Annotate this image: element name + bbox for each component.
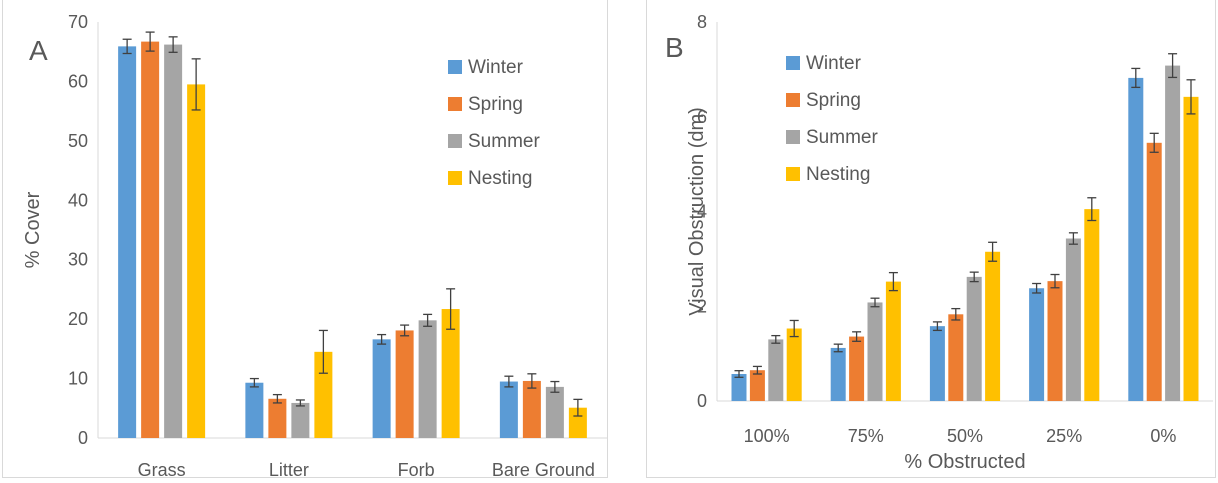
x-tick-label: Grass	[138, 460, 186, 478]
panel-label: B	[665, 32, 684, 63]
legend-swatch-summer	[786, 130, 800, 144]
bar-winter	[372, 339, 391, 438]
x-tick-label: 0%	[1150, 426, 1176, 446]
bar-spring	[1146, 142, 1162, 401]
bar-nesting	[985, 251, 1001, 401]
bar-nesting	[187, 84, 206, 439]
panel-label: A	[29, 35, 48, 66]
bar-winter	[830, 347, 846, 401]
y-axis-label: Visual Obstruction (dm)	[686, 107, 708, 316]
y-tick-label: 50	[68, 131, 88, 151]
legend-swatch-nesting	[786, 167, 800, 181]
y-tick-label: 20	[68, 309, 88, 329]
bar-nesting	[568, 407, 587, 438]
x-tick-label: Bare Ground	[492, 460, 595, 478]
x-tick-label: Litter	[269, 460, 309, 478]
legend-swatch-spring	[786, 93, 800, 107]
legend-swatch-spring	[448, 97, 462, 111]
y-tick-label: 10	[68, 369, 88, 389]
bar-nesting	[1183, 96, 1199, 401]
bar-spring	[141, 41, 160, 439]
bar-summer	[545, 386, 564, 438]
bar-spring	[522, 380, 541, 438]
x-tick-label: 75%	[848, 426, 884, 446]
x-tick-label: 50%	[947, 426, 983, 446]
chart-a-svg: 0 10 20 30 40 50 60 70 Grass Litter Forb Bare Groun…	[22, 12, 607, 480]
legend-swatch-winter	[786, 56, 800, 70]
y-tick-label: 6	[697, 107, 707, 127]
chart-panel-b: 0 2 4 6 8 100% 75% 50% 25% 0% Visual Obstruction (…	[646, 0, 1216, 478]
x-tick-label: 25%	[1046, 426, 1082, 446]
x-tick-label: Forb	[398, 460, 435, 478]
y-tick-label: 30	[68, 250, 88, 270]
x-axis-label: % Obstructed	[904, 451, 1025, 473]
y-tick-label: 0	[697, 391, 707, 411]
bar-winter	[929, 326, 945, 401]
bar-summer	[966, 276, 982, 401]
y-tick-label: 0	[78, 428, 88, 448]
legend-label-spring: Spring	[468, 94, 523, 115]
bar-nesting	[441, 309, 460, 438]
legend-swatch-winter	[448, 60, 462, 74]
y-tick-label: 40	[68, 190, 88, 210]
bar-winter	[1029, 288, 1045, 401]
bar-summer	[291, 402, 310, 438]
y-tick-label: 70	[68, 12, 88, 32]
bar-summer	[1065, 238, 1081, 401]
legend-label-winter: Winter	[468, 57, 524, 78]
bar-winter	[245, 382, 264, 438]
bar-winter	[118, 46, 137, 438]
chart-b-svg: 0 2 4 6 8 100% 75% 50% 25% 0% Visual Obstruction (…	[665, 12, 1213, 473]
bar-spring	[1047, 281, 1063, 401]
bar-spring	[849, 336, 865, 401]
legend-label-nesting: Nesting	[468, 168, 532, 189]
bar-summer	[768, 339, 784, 401]
bar-summer	[164, 44, 183, 438]
bar-spring	[749, 370, 765, 401]
bar-summer	[1165, 65, 1181, 402]
bar-spring	[948, 314, 964, 401]
bar-winter	[1128, 77, 1144, 401]
x-tick-label: 100%	[744, 426, 790, 446]
legend-label-winter: Winter	[806, 53, 862, 74]
chart-panel-a: 0 10 20 30 40 50 60 70 Grass Litter Forb Bare Groun…	[2, 0, 608, 480]
bar-winter	[499, 381, 518, 438]
legend-label-summer: Summer	[806, 127, 878, 148]
legend-swatch-nesting	[448, 171, 462, 185]
bar-summer	[867, 302, 883, 401]
y-tick-label: 8	[697, 12, 707, 32]
bar-winter	[731, 373, 747, 401]
bar-spring	[268, 398, 287, 438]
legend-label-nesting: Nesting	[806, 164, 870, 185]
legend-label-summer: Summer	[468, 131, 540, 152]
legend-swatch-summer	[448, 134, 462, 148]
y-tick-label: 4	[697, 202, 707, 222]
legend-label-spring: Spring	[806, 90, 861, 111]
bar-nesting	[786, 328, 802, 401]
bar-nesting	[1084, 209, 1100, 401]
y-tick-label: 2	[697, 296, 707, 316]
bar-summer	[418, 320, 437, 438]
bar-nesting	[885, 281, 901, 401]
y-tick-label: 60	[68, 71, 88, 91]
bar-spring	[395, 330, 414, 438]
y-axis-label: % Cover	[22, 191, 44, 268]
